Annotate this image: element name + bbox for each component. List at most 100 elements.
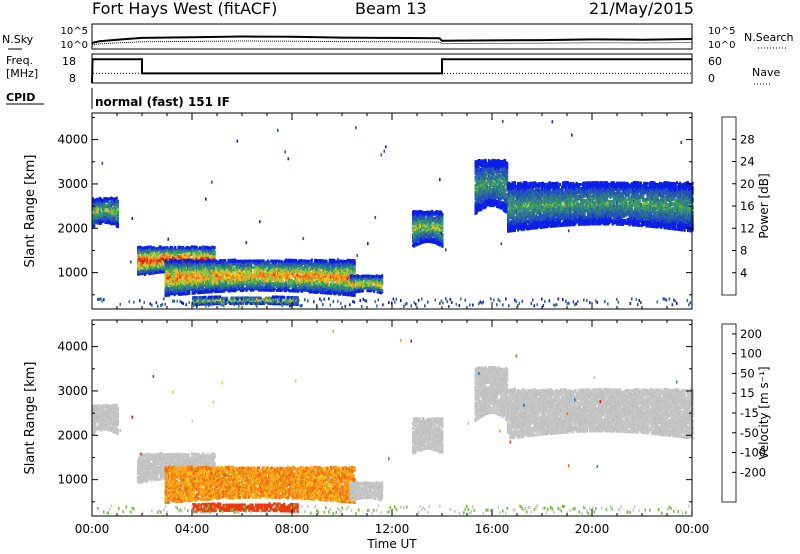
range-cell bbox=[97, 213, 100, 217]
range-cell bbox=[93, 202, 96, 206]
range-cell bbox=[310, 258, 313, 262]
range-cell bbox=[116, 211, 119, 215]
range-cell bbox=[202, 248, 205, 252]
noise-tick-top: 10^5 bbox=[61, 26, 88, 37]
range-cell bbox=[216, 274, 219, 277]
range-cell bbox=[170, 274, 173, 278]
range-cell bbox=[161, 246, 164, 250]
range-cell bbox=[278, 259, 281, 263]
range-cell bbox=[193, 245, 196, 249]
range-cell bbox=[165, 260, 168, 264]
range-cell bbox=[198, 289, 201, 293]
date-title: 21/May/2015 bbox=[589, 0, 694, 18]
range-cell bbox=[209, 254, 212, 258]
range-cell bbox=[111, 207, 114, 211]
range-cell bbox=[205, 297, 208, 301]
beam-title: Beam 13 bbox=[355, 0, 427, 18]
range-cell bbox=[300, 288, 303, 292]
range-cell bbox=[193, 248, 196, 252]
noise-tick-bottom: 10^0 bbox=[61, 40, 88, 51]
range-cell bbox=[142, 263, 145, 267]
range-cell bbox=[147, 263, 150, 266]
range-cell bbox=[273, 287, 276, 291]
range-cell bbox=[97, 219, 100, 223]
range-cell bbox=[441, 219, 444, 223]
range-cell bbox=[216, 284, 219, 288]
range-cell bbox=[93, 219, 96, 223]
range-cell bbox=[353, 266, 356, 269]
range-cell bbox=[139, 245, 142, 249]
range-cell bbox=[112, 197, 115, 201]
range-cell bbox=[157, 248, 160, 252]
range-cell bbox=[113, 216, 116, 220]
range-cell bbox=[212, 259, 216, 263]
range-cell bbox=[441, 212, 444, 216]
range-cell bbox=[165, 270, 168, 273]
range-cell bbox=[170, 258, 173, 262]
range-cell bbox=[262, 270, 265, 274]
range-cell bbox=[283, 295, 286, 299]
range-cell bbox=[219, 295, 222, 299]
range-cell bbox=[142, 266, 145, 270]
noise-series-line bbox=[91, 35, 693, 44]
range-cell bbox=[188, 254, 191, 258]
range-cell bbox=[157, 254, 160, 258]
range-cell bbox=[327, 283, 330, 287]
range-cell bbox=[353, 259, 356, 263]
freq-tick-bottom: 8 bbox=[69, 72, 76, 85]
range-cell bbox=[115, 199, 118, 203]
range-cell bbox=[115, 220, 118, 224]
range-cell bbox=[111, 197, 114, 201]
noise-right-tick-bottom: 10^0 bbox=[708, 40, 735, 51]
range-cell bbox=[193, 263, 196, 267]
range-cell bbox=[242, 284, 245, 288]
cpid-label: CPID bbox=[6, 91, 35, 104]
range-cell bbox=[157, 269, 160, 273]
range-cell bbox=[165, 283, 168, 287]
range-cell bbox=[192, 259, 195, 263]
range-cell bbox=[202, 288, 205, 292]
range-cell bbox=[189, 258, 192, 262]
range-cell bbox=[92, 197, 95, 201]
range-cell bbox=[165, 276, 168, 280]
range-cell bbox=[198, 287, 201, 291]
range-cell bbox=[431, 215, 434, 219]
range-cell bbox=[142, 246, 145, 250]
range-cell bbox=[174, 265, 177, 269]
range-cell bbox=[142, 259, 145, 263]
range-cell bbox=[216, 287, 219, 291]
range-cell bbox=[172, 269, 175, 273]
range-cell bbox=[280, 259, 283, 263]
range-cell bbox=[138, 245, 141, 249]
range-cell bbox=[207, 273, 210, 277]
range-cell bbox=[174, 245, 177, 249]
range-cell bbox=[193, 276, 196, 280]
range-cell bbox=[147, 257, 150, 261]
range-cell bbox=[213, 249, 216, 253]
range-cell bbox=[281, 278, 284, 282]
range-cell bbox=[197, 251, 200, 255]
range-cell bbox=[193, 291, 196, 295]
range-cell bbox=[207, 269, 210, 273]
range-cell bbox=[227, 276, 230, 280]
range-cell bbox=[93, 199, 96, 203]
range-cell bbox=[296, 296, 299, 300]
range-cell bbox=[142, 254, 145, 258]
range-cell bbox=[97, 207, 100, 211]
range-cell bbox=[180, 271, 183, 275]
range-cell bbox=[147, 245, 150, 249]
range-cell bbox=[205, 260, 208, 264]
range-cell bbox=[198, 269, 201, 273]
range-cell bbox=[216, 280, 219, 284]
range-cell bbox=[252, 296, 255, 300]
range-cell bbox=[202, 268, 205, 272]
range-cell bbox=[207, 289, 210, 293]
range-cell bbox=[180, 279, 183, 283]
range-cell bbox=[161, 270, 164, 274]
range-cell bbox=[106, 214, 109, 218]
range-cell bbox=[161, 262, 164, 266]
range-cell bbox=[206, 252, 209, 256]
range-cell bbox=[174, 258, 177, 262]
range-cell bbox=[202, 280, 205, 284]
